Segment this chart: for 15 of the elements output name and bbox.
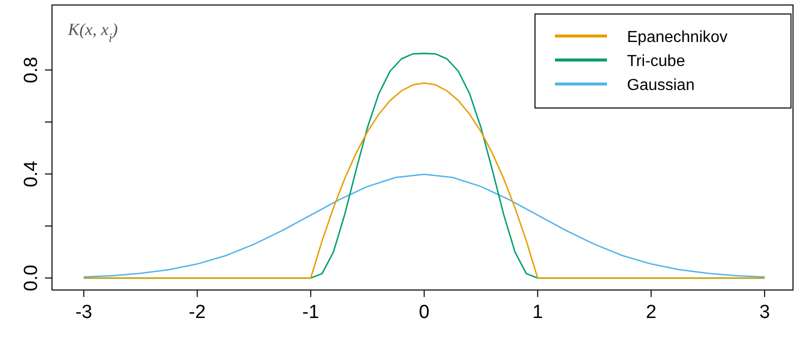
legend-label: Epanechnikov <box>627 29 728 46</box>
x-tick-label: -3 <box>75 302 92 323</box>
annotation: K(x, x$_{i}$) <box>67 20 118 45</box>
x-tick-label: -2 <box>188 302 206 323</box>
x-tick-label: -1 <box>302 302 320 323</box>
x-tick-label: 2 <box>646 302 656 323</box>
line-series <box>83 174 766 278</box>
x-tick-label: 0 <box>418 302 430 323</box>
legend-label: Tri-cube <box>627 53 686 70</box>
x-tick-label: 3 <box>759 302 770 323</box>
y-tick-label: 0.8 <box>21 56 42 84</box>
y-tick-label: 0.0 <box>21 264 42 292</box>
y-tick-label: 0.4 <box>21 160 42 188</box>
legend-label: Gaussian <box>627 77 695 94</box>
x-tick-label: 1 <box>532 302 543 323</box>
